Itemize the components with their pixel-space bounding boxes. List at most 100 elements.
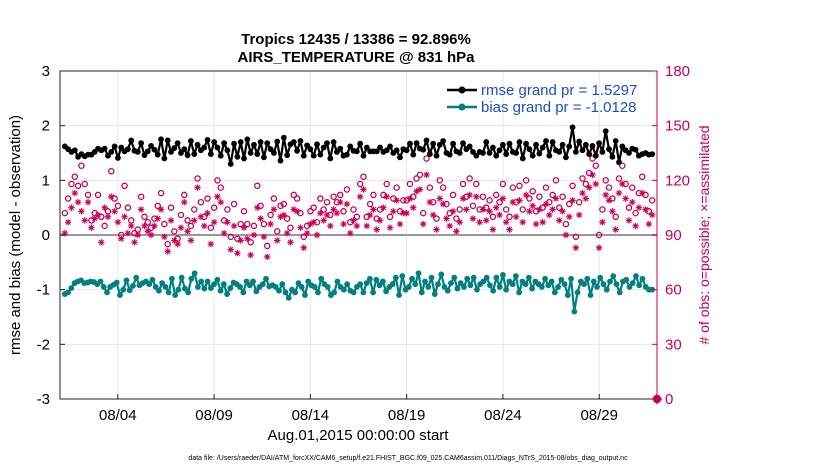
obs-assimilated-stroke <box>626 217 632 224</box>
obs-assimilated-point <box>207 240 215 248</box>
y-right-tick-label: 90 <box>665 227 682 244</box>
bias-point <box>104 289 110 296</box>
obs-possible-point <box>549 191 556 199</box>
rmse-point <box>450 140 456 147</box>
obs-assimilated-stroke <box>500 195 506 202</box>
obs-assimilated-stroke <box>466 192 473 198</box>
obs-possible-point <box>190 206 198 213</box>
rmse-point <box>430 140 437 147</box>
obs-assimilated-stroke <box>563 232 569 238</box>
obs-assimilated-point <box>204 209 211 217</box>
obs-assimilated-stroke <box>75 199 81 205</box>
obs-assimilated-stroke <box>367 212 373 218</box>
obs-assimilated-point <box>214 193 221 200</box>
obs-assimilated-point <box>429 211 437 219</box>
obs-possible-point <box>582 180 590 188</box>
obs-assimilated-point <box>506 226 513 233</box>
obs-possible-point <box>419 209 427 217</box>
obs-possible-point <box>257 202 264 210</box>
obs-assimilated-point <box>629 199 636 206</box>
obs-possible-point <box>197 198 205 206</box>
bias-point <box>366 275 373 282</box>
obs-assimilated-point <box>449 208 457 215</box>
obs-possible-point <box>599 206 606 213</box>
bias-point <box>487 282 493 289</box>
rmse-point <box>523 140 529 147</box>
rmse-point <box>393 147 400 154</box>
obs-possible-point <box>625 204 633 211</box>
obs-possible-point <box>370 191 377 199</box>
obs-assimilated-point <box>539 219 546 226</box>
obs-assimilated-stroke <box>158 206 164 213</box>
obs-possible-point <box>516 182 523 190</box>
obs-possible-point <box>131 229 138 237</box>
obs-assimilated-point <box>164 248 171 255</box>
obs-assimilated-stroke <box>131 239 138 245</box>
obs-assimilated-stroke <box>148 232 154 238</box>
obs-assimilated-point <box>177 224 185 231</box>
obs-assimilated-stroke <box>612 226 619 233</box>
obs-assimilated-stroke <box>390 208 397 215</box>
rmse-point <box>596 140 602 147</box>
obs-assimilated-stroke <box>513 214 519 220</box>
obs-assimilated-stroke <box>218 199 224 205</box>
rmse-point <box>337 145 344 152</box>
obs-possible-point <box>506 213 513 221</box>
rmse-point <box>191 151 198 157</box>
obs-possible-point <box>615 175 623 182</box>
obs-assimilated-stroke <box>145 228 151 235</box>
obs-possible-point <box>300 233 307 241</box>
rmse-point <box>649 151 656 157</box>
bias-point <box>525 274 532 281</box>
obs-assimilated-stroke <box>340 221 347 227</box>
obs-assimilated-point <box>466 191 473 199</box>
obs-possible-point <box>297 209 304 217</box>
rmse-point <box>343 151 350 158</box>
obs-possible-point <box>605 184 613 191</box>
obs-assimilated-stroke <box>523 192 529 198</box>
obs-assimilated-stroke <box>403 210 410 216</box>
obs-assimilated-stroke <box>589 172 596 178</box>
obs-possible-point <box>224 206 231 213</box>
bias-point <box>587 292 594 299</box>
rmse-point <box>420 146 427 153</box>
obs-assimilated-point <box>320 217 327 224</box>
bias-point <box>344 281 351 288</box>
obs-assimilated-stroke <box>384 194 390 200</box>
obs-possible-point <box>124 204 132 211</box>
obs-possible-point <box>562 220 570 228</box>
obs-assimilated-stroke <box>155 215 161 222</box>
rmse-point <box>241 155 247 162</box>
obs-assimilated-point <box>237 237 244 244</box>
obs-assimilated-stroke <box>506 226 513 233</box>
obs-possible-point <box>546 198 553 206</box>
rmse-point <box>556 149 563 155</box>
obs-possible-point <box>317 195 324 202</box>
obs-assimilated-stroke <box>427 199 433 205</box>
obs-assimilated-stroke <box>609 208 616 215</box>
obs-assimilated-stroke <box>616 190 622 196</box>
obs-assimilated-point <box>489 226 497 233</box>
obs-assimilated-stroke <box>639 190 645 196</box>
obs-possible-point <box>595 231 603 239</box>
rmse-point <box>217 152 224 159</box>
obs-assimilated-stroke <box>360 186 367 193</box>
obs-assimilated-point <box>114 219 122 226</box>
obs-assimilated-point <box>522 191 530 199</box>
obs-assimilated-point <box>426 199 434 206</box>
obs-possible-point <box>483 204 490 211</box>
obs-possible-point <box>194 175 201 182</box>
legend-rmse-marker <box>458 86 466 94</box>
obs-assimilated-point <box>579 189 586 197</box>
y-tick-label: 3 <box>42 63 50 80</box>
rmse-point <box>124 146 131 153</box>
rmse-point <box>280 134 287 141</box>
bias-point <box>227 285 234 291</box>
bias-point <box>123 277 130 284</box>
y-right-tick-label: 60 <box>665 282 682 299</box>
obs-assimilated-point <box>615 189 623 197</box>
obs-possible-point <box>114 202 122 210</box>
rmse-point <box>290 139 297 145</box>
obs-assimilated-point <box>499 195 507 202</box>
